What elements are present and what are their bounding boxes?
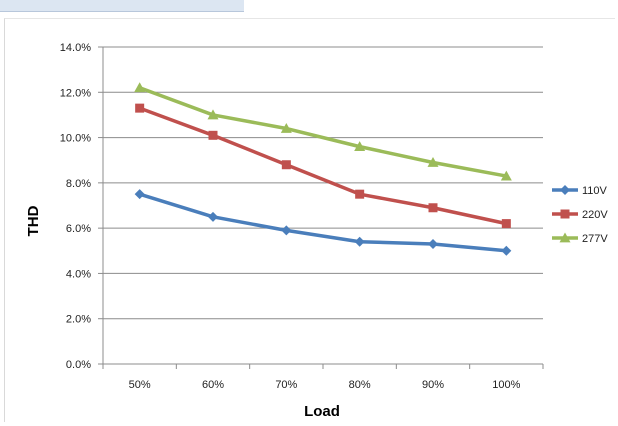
legend-item[interactable]: 110V	[552, 185, 608, 197]
data-point	[354, 141, 366, 152]
x-tick-labels: 50% 60% 70% 80% 90% 100%	[129, 379, 521, 391]
legend-label: 110V	[582, 185, 608, 197]
data-point	[428, 238, 438, 249]
data-point	[281, 160, 291, 170]
data-point	[501, 219, 511, 229]
x-tick-label: 70%	[275, 379, 297, 391]
x-tick-label: 60%	[202, 379, 224, 391]
y-tick-label: 0.0%	[66, 359, 91, 371]
chart-area[interactable]	[4, 18, 615, 422]
data-point	[208, 130, 218, 140]
series-lines	[134, 82, 512, 256]
legend-item[interactable]: 277V	[552, 232, 608, 246]
series-110V	[134, 189, 512, 256]
data-point	[280, 123, 292, 133]
legend-marker	[559, 232, 571, 243]
x-tick-label: 50%	[129, 379, 151, 391]
legend-label: 277V	[582, 233, 608, 245]
x-tick-label: 100%	[492, 379, 520, 391]
data-point	[355, 189, 365, 199]
x-tick-label: 80%	[349, 379, 371, 391]
axes	[98, 46, 544, 369]
data-point	[135, 103, 145, 113]
series-line	[137, 192, 509, 253]
y-axis-title: THD	[25, 205, 42, 236]
data-point	[354, 236, 365, 247]
data-point	[207, 109, 219, 120]
legend[interactable]: 110V 220V 277V	[552, 185, 608, 245]
cell-highlight-strip	[0, 0, 244, 12]
y-tick-label: 2.0%	[66, 314, 91, 326]
data-point	[428, 203, 438, 213]
data-point	[427, 156, 439, 167]
y-tick-label: 12.0%	[60, 87, 91, 99]
series-line	[137, 106, 509, 226]
x-tick-label: 90%	[422, 379, 444, 391]
data-point	[501, 245, 512, 256]
x-axis-title: Load	[304, 403, 340, 420]
data-point	[500, 170, 512, 181]
legend-marker	[560, 209, 570, 219]
y-tick-label: 6.0%	[66, 223, 91, 235]
legend-marker	[560, 185, 570, 195]
legend-item[interactable]: 220V	[552, 209, 608, 221]
series-line	[137, 86, 509, 178]
series-277V	[134, 82, 512, 181]
y-tick-label: 14.0%	[60, 42, 91, 54]
data-point	[134, 82, 146, 93]
data-point	[208, 211, 218, 222]
y-tick-label: 4.0%	[66, 268, 91, 280]
gridlines	[103, 46, 543, 320]
y-tick-label: 10.0%	[60, 133, 91, 145]
data-point	[134, 189, 145, 200]
data-point	[281, 225, 292, 236]
series-220V	[135, 103, 511, 229]
y-tick-labels: 0.0% 2.0% 4.0% 6.0% 8.0% 10.0% 12.0% 14.0%	[60, 42, 91, 371]
y-tick-label: 8.0%	[66, 178, 91, 190]
legend-label: 220V	[582, 209, 608, 221]
